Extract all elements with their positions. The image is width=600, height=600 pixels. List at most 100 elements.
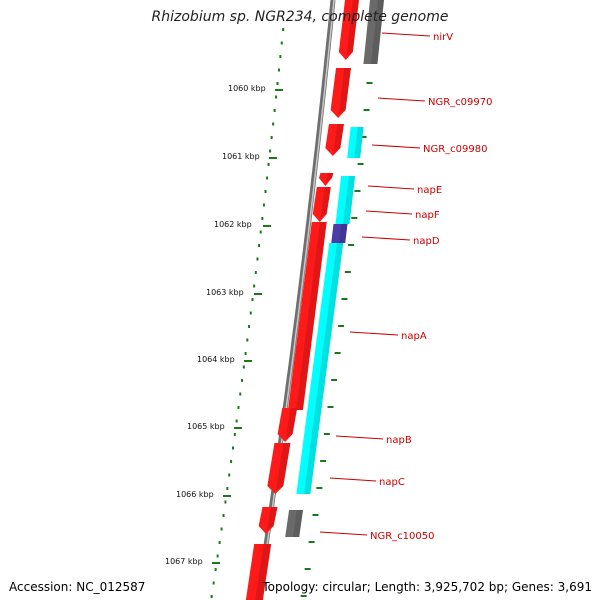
ruler-dot xyxy=(237,406,240,409)
ruler-dot xyxy=(282,28,285,31)
gene-leader-line xyxy=(365,210,413,215)
gene-label-napf: napF xyxy=(415,210,440,221)
ruler-dot xyxy=(241,379,244,382)
cds-arrow-napC xyxy=(267,443,291,494)
ruler-tick xyxy=(223,495,231,497)
gene-leader-line xyxy=(335,435,384,440)
gene-label-napd: napD xyxy=(413,236,440,247)
cds-arrow-napF-shade xyxy=(320,187,331,218)
cds-bar-napE-reverse-shade xyxy=(343,176,356,224)
inner-tick xyxy=(308,541,315,543)
cds-bar-napA-shade xyxy=(304,243,344,494)
cds-bar-bottom xyxy=(245,544,272,600)
ruler-dot xyxy=(264,190,267,193)
ruler-dot xyxy=(266,176,269,180)
ruler-label: 1060 kbp xyxy=(228,84,266,93)
ruler-dot xyxy=(261,217,264,220)
cds-arrow-NGR-c09970 xyxy=(330,68,352,118)
cds-arrow-NGR-c10050-region-shade xyxy=(266,507,278,530)
ruler-tick xyxy=(234,427,242,429)
ruler-dot xyxy=(277,68,280,72)
cds-arrow-NGR-c10050-region xyxy=(258,507,278,534)
cds-bar-NGR-c09980 xyxy=(347,127,364,158)
inner-tick xyxy=(304,568,311,570)
cds-arrow-napC-shade xyxy=(276,443,291,490)
gene-leader-line xyxy=(361,236,411,241)
ruler-dot xyxy=(280,41,283,45)
gene-label-napb: napB xyxy=(386,435,412,446)
ruler-label: 1063 kbp xyxy=(206,288,244,297)
inner-tick xyxy=(316,487,323,489)
ruler-label: 1061 kbp xyxy=(222,152,260,161)
gene-leader-line xyxy=(367,185,415,190)
ruler-label: 1062 kbp xyxy=(214,220,252,229)
inner-tick xyxy=(341,298,348,300)
gene-label-nirv: nirV xyxy=(433,32,453,43)
genome-backbone xyxy=(255,0,336,600)
gene-label-napc: napC xyxy=(379,477,405,488)
ruler-dot xyxy=(222,514,225,517)
backbone-line xyxy=(255,0,336,600)
accession-text: Accession: NC_012587 xyxy=(9,580,146,594)
ruler-dot xyxy=(248,325,251,328)
inner-tick xyxy=(334,352,341,354)
cds-arrow-napF xyxy=(312,187,331,222)
inner-tick xyxy=(320,460,327,462)
ruler-label: 1066 kbp xyxy=(176,490,214,499)
backbone-highlight xyxy=(258,0,335,600)
ruler-dot xyxy=(231,446,234,450)
gene-leader-line xyxy=(329,477,377,482)
ruler-dot xyxy=(273,109,276,112)
ruler-dot xyxy=(235,419,238,423)
ruler-dot xyxy=(256,257,259,261)
ruler-dot xyxy=(269,149,272,153)
gene-leader-line xyxy=(349,331,399,336)
ruler-dot xyxy=(242,365,245,369)
genome-summary-text: Topology: circular; Length: 3,925,702 bp… xyxy=(262,580,592,594)
cds-arrow-nirV-region xyxy=(338,0,359,60)
ruler-dot xyxy=(226,487,229,490)
feature-tracks xyxy=(245,0,384,600)
cds-arrow-napB-shade xyxy=(285,408,298,438)
hypothetical-bar-NGR-c10050-shade xyxy=(292,510,304,537)
cds-arrow-napE xyxy=(318,173,334,186)
gene-label-ngr-c09970: NGR_c09970 xyxy=(428,97,493,108)
ruler-tick xyxy=(244,360,252,362)
ruler-dot xyxy=(270,136,273,139)
hypothetical-bar-nirV xyxy=(363,0,384,64)
cds-bar-bottom-shade xyxy=(255,544,272,600)
ruler-dot xyxy=(259,230,262,234)
gene-leader-line xyxy=(319,531,368,536)
cds-arrow-nirV-region-shade xyxy=(346,0,359,56)
map-title: Rhizobium sp. NGR234, complete genome xyxy=(151,9,449,25)
ruler-label: 1065 kbp xyxy=(187,422,225,431)
cds-bar-napA-region-shade xyxy=(296,222,327,410)
cds-arrow-napE-shade xyxy=(326,173,334,182)
inner-tick xyxy=(348,244,355,246)
ruler-dot xyxy=(218,541,221,544)
inner-tick xyxy=(344,271,351,273)
gene-leader-line xyxy=(377,97,426,102)
ruler-label: 1064 kbp xyxy=(197,355,235,364)
ruler-dot xyxy=(210,595,213,598)
ruler-dot xyxy=(258,244,261,247)
ruler-dot xyxy=(262,203,265,207)
gene-leader-line xyxy=(371,144,421,149)
gene-label-ngr-c09980: NGR_c09980 xyxy=(423,144,488,155)
hypothetical-bar-NGR-c10050 xyxy=(285,510,304,537)
cds-arrow-NGR-c09970-shade xyxy=(338,68,352,114)
cds-bar-napA xyxy=(296,243,344,494)
highlight-bar-napD xyxy=(331,224,348,243)
inner-tick xyxy=(360,136,367,138)
ruler-tick xyxy=(212,562,220,564)
kbp-ruler: 1060 kbp 1061 kbp 1062 kbp 1063 kbp 1064 kbp… xyxy=(165,28,379,598)
inner-tick xyxy=(363,109,370,111)
ruler-tick xyxy=(269,157,277,159)
ruler-tick xyxy=(275,89,283,91)
ruler-dot xyxy=(246,338,249,342)
ruler-dot xyxy=(251,298,254,301)
inner-tick xyxy=(366,82,373,84)
ruler-tick xyxy=(254,293,262,295)
cds-bar-NGR-c09980-shade xyxy=(354,127,364,158)
